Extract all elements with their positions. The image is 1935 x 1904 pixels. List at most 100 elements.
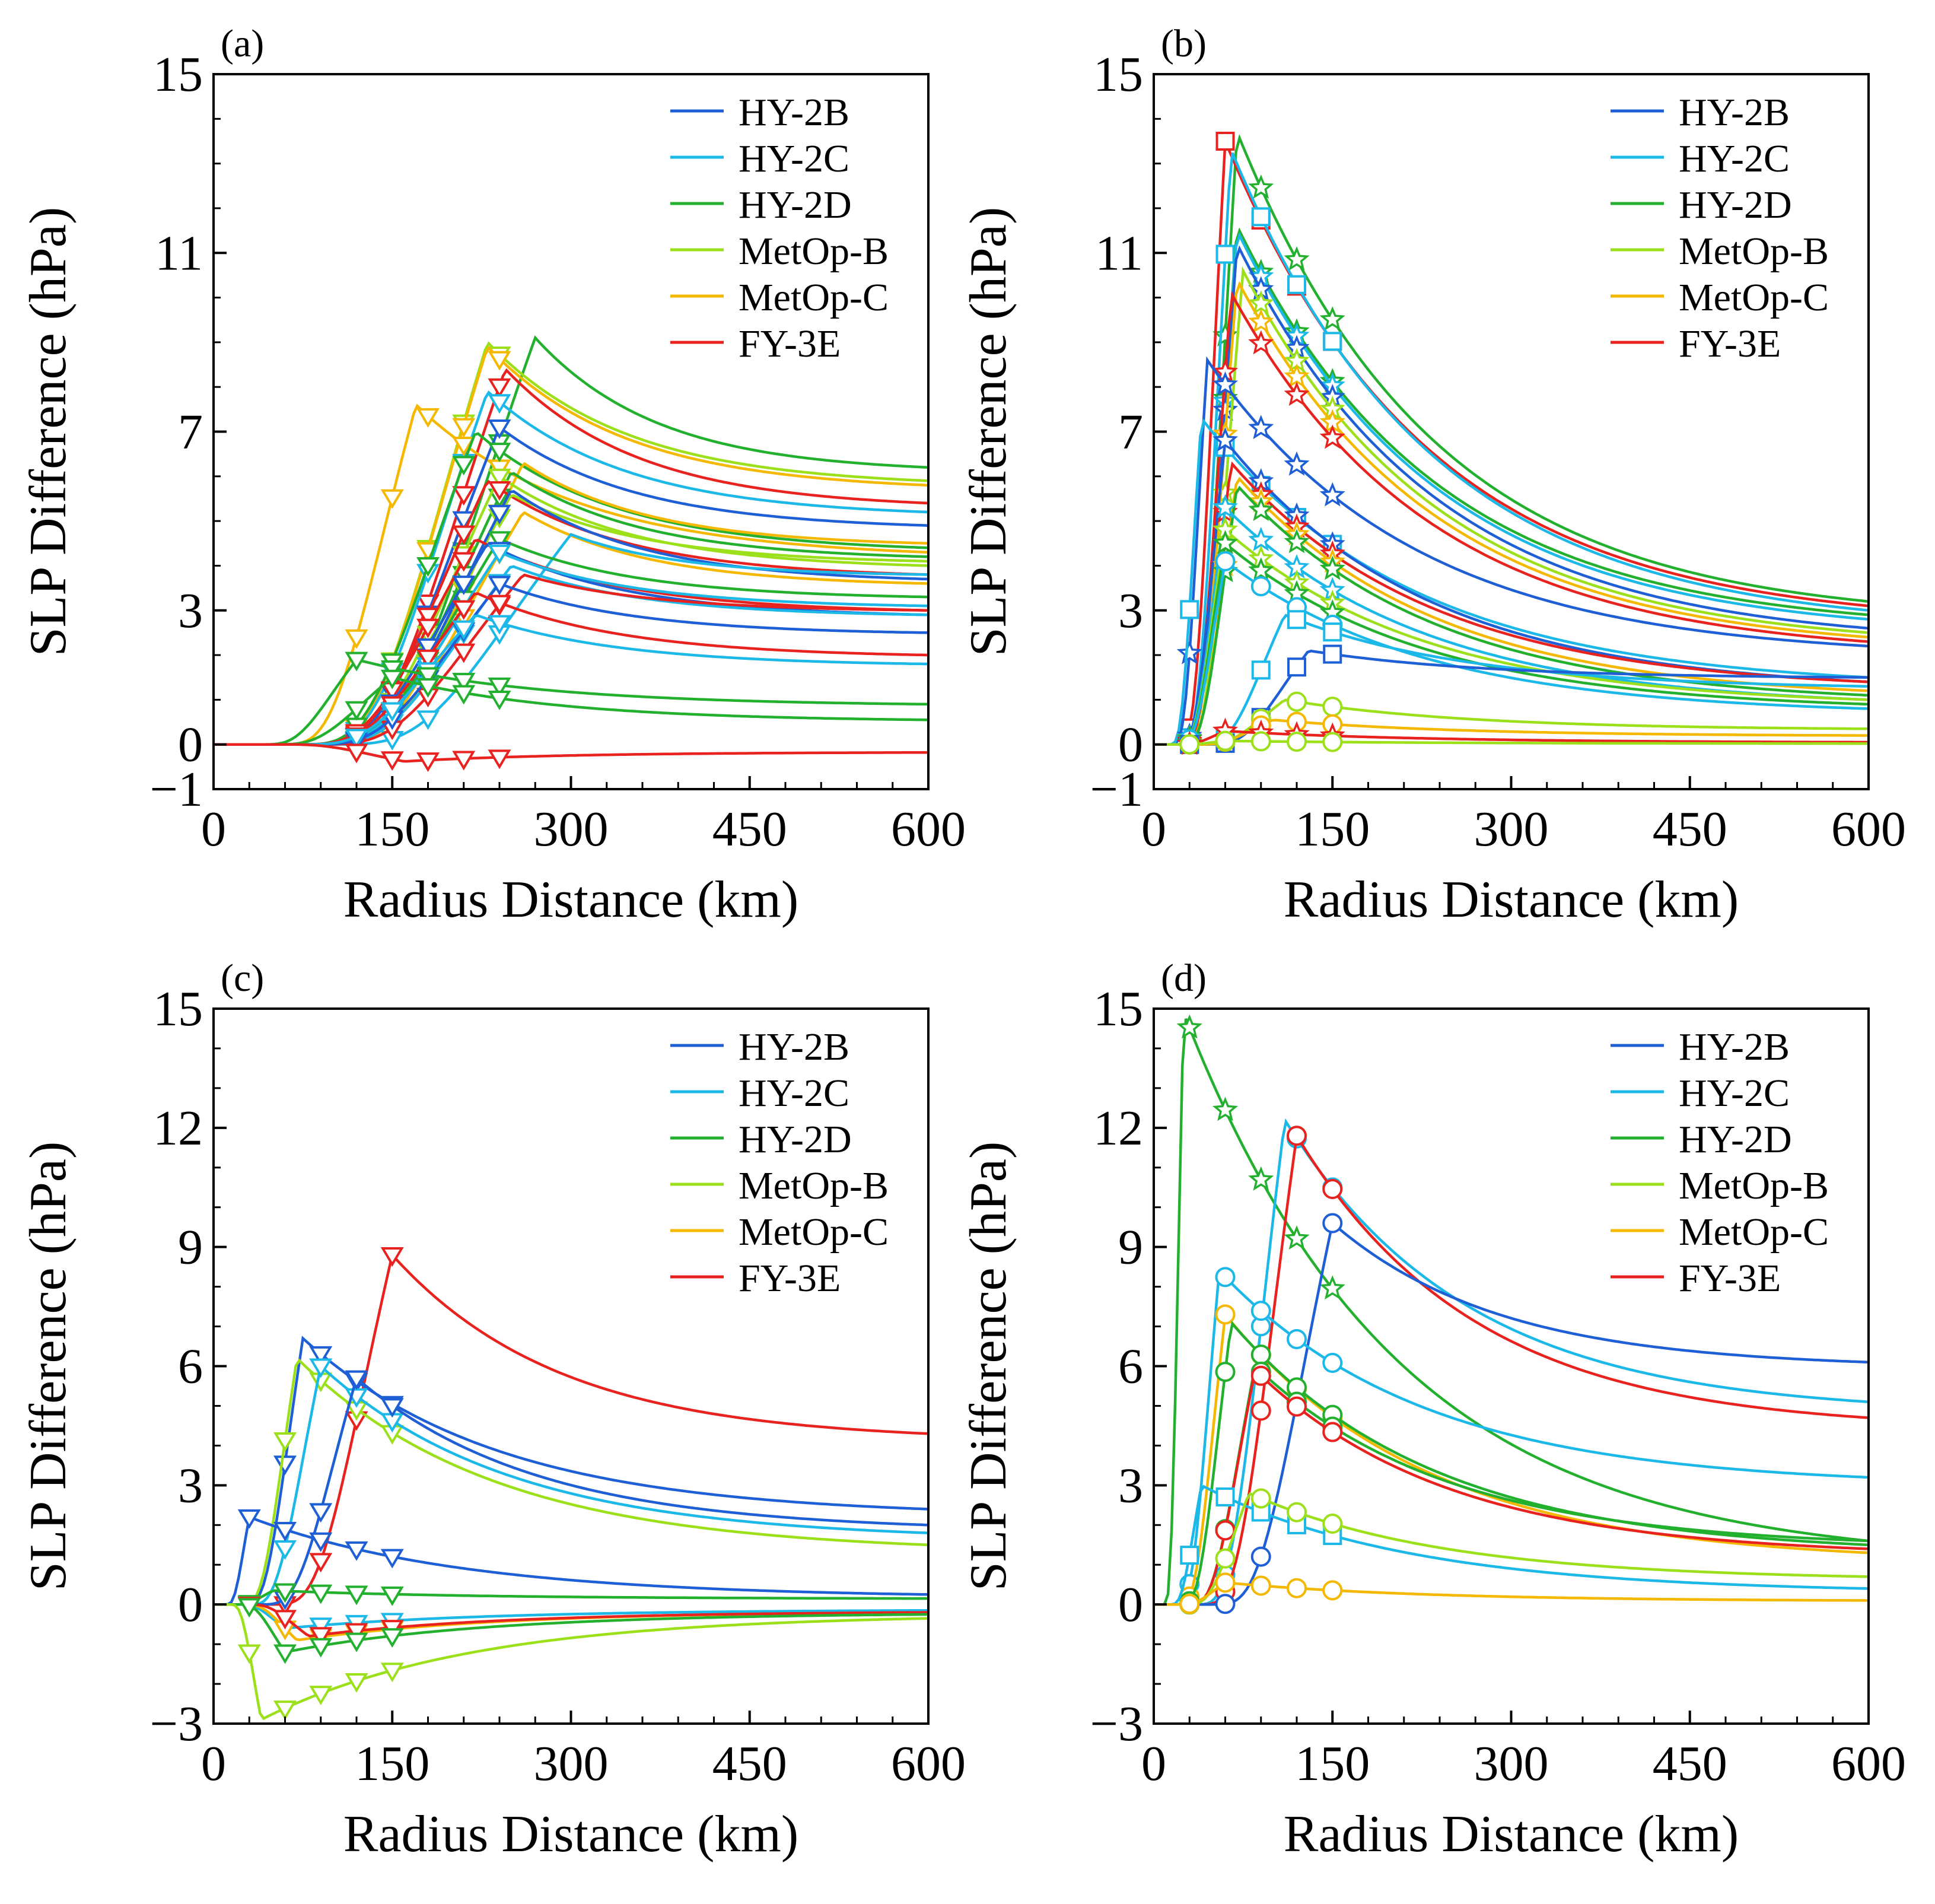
- data-point-metop-b: [1250, 1488, 1271, 1509]
- data-point-hy-2d: [452, 685, 476, 705]
- series-line-hy-2d: [1154, 1321, 1869, 1606]
- x-tick-label: 0: [1141, 802, 1166, 857]
- series-line-hy-2c: [1154, 418, 1869, 746]
- data-point-metop-b: [273, 1432, 297, 1452]
- legend-label-metop-c: MetOp-C: [739, 1210, 889, 1254]
- data-point-metop-c: [1179, 1594, 1200, 1614]
- y-tick-label: 15: [1093, 981, 1143, 1037]
- y-tick-label: 3: [178, 583, 203, 638]
- data-point-hy-2d: [1248, 174, 1274, 199]
- y-tick-label: −1: [150, 762, 203, 817]
- data-point-hy-2d: [1248, 497, 1274, 522]
- data-point-hy-2b: [1248, 415, 1274, 440]
- data-point-metop-b: [1250, 731, 1271, 752]
- legend-label-fy-3e: FY-3E: [1679, 1257, 1781, 1300]
- data-point-metop-b: [273, 1700, 297, 1721]
- legend-label-metop-b: MetOp-B: [1679, 1164, 1829, 1207]
- data-point-hy-2d: [1212, 1096, 1239, 1121]
- panel-label: (b): [1161, 22, 1207, 65]
- data-point-hy-2b: [345, 1541, 368, 1561]
- series-line-metop-b: [1154, 698, 1869, 746]
- x-axis-label: Radius Distance (km): [1284, 1806, 1739, 1863]
- series-line-metop-b: [1154, 739, 1869, 746]
- data-point-fy-3e: [1284, 382, 1310, 406]
- data-point-hy-2b: [1212, 371, 1239, 396]
- data-point-hy-2d: [309, 1584, 333, 1604]
- series-line-hy-2d: [1154, 485, 1869, 746]
- data-point-metop-b: [1322, 1514, 1343, 1534]
- series-line-hy-2b: [214, 1515, 928, 1606]
- legend-label-hy-2c: HY-2C: [1679, 137, 1790, 180]
- data-point-fy-3e: [416, 649, 440, 669]
- x-tick-label: 450: [1653, 802, 1727, 857]
- data-point-hy-2b: [309, 1503, 333, 1523]
- data-point-fy-3e: [488, 378, 511, 398]
- y-tick-label: 0: [178, 1577, 203, 1632]
- x-tick-label: 300: [534, 1736, 609, 1791]
- series-line-metop-b: [214, 1358, 928, 1606]
- data-point-fy-3e: [488, 749, 511, 770]
- data-point-fy-3e: [452, 600, 476, 620]
- data-point-metop-b: [1287, 1502, 1307, 1522]
- data-point-hy-2c: [309, 1358, 333, 1378]
- data-point-hy-2b: [1284, 451, 1310, 476]
- data-point-fy-3e: [452, 525, 476, 545]
- data-point-hy-2c: [1215, 244, 1235, 264]
- series-line-hy-2d: [214, 1589, 928, 1606]
- data-point-hy-2b: [1323, 644, 1342, 664]
- series-line-hy-2c: [1154, 558, 1869, 746]
- legend-label-fy-3e: FY-3E: [739, 1257, 841, 1300]
- data-point-hy-2d: [345, 1632, 368, 1652]
- series-line-hy-2d: [1154, 1018, 1869, 1606]
- legend-label-hy-2c: HY-2C: [739, 1072, 849, 1115]
- series-line-metop-c: [1154, 1581, 1869, 1606]
- y-tick-label: 0: [178, 717, 203, 773]
- data-point-hy-2c: [1322, 1352, 1343, 1373]
- data-point-hy-2b: [380, 1398, 404, 1418]
- data-point-fy-3e: [309, 1627, 333, 1647]
- legend-label-hy-2d: HY-2D: [1679, 183, 1792, 227]
- data-point-fy-3e: [309, 1553, 333, 1573]
- x-tick-label: 0: [201, 1736, 226, 1791]
- series-line-hy-2d: [214, 676, 928, 746]
- series-line-hy-2b: [1154, 649, 1869, 746]
- data-point-metop-b: [1287, 691, 1307, 712]
- data-point-fy-3e: [1248, 330, 1274, 355]
- series-line-hy-2c: [1154, 1270, 1869, 1606]
- y-tick-label: 15: [1093, 47, 1143, 102]
- data-point-hy-2b: [1287, 657, 1306, 677]
- legend-label-hy-2c: HY-2C: [739, 137, 849, 180]
- data-point-hy-2d: [1215, 1362, 1236, 1382]
- data-point-fy-3e: [452, 643, 476, 663]
- legend-label-metop-b: MetOp-B: [739, 1164, 889, 1207]
- legend-label-metop-c: MetOp-C: [739, 276, 889, 319]
- data-point-hy-2c: [309, 1617, 333, 1638]
- data-point-hy-2b: [1215, 1594, 1236, 1614]
- legend-label-metop-b: MetOp-B: [1679, 230, 1829, 273]
- data-point-metop-b: [345, 1673, 368, 1693]
- data-point-hy-2d: [1319, 306, 1345, 331]
- y-tick-label: 11: [1095, 225, 1143, 281]
- series-line-fy-3e: [214, 1252, 928, 1606]
- x-tick-label: 600: [1831, 802, 1906, 857]
- y-axis-label: SLP Difference (hPa): [20, 207, 77, 657]
- legend-label-hy-2c: HY-2C: [1679, 1072, 1790, 1115]
- series-line-fy-3e: [214, 592, 928, 746]
- series-line-hy-2b: [1154, 1220, 1869, 1606]
- data-point-hy-2b: [1176, 640, 1202, 665]
- data-point-metop-c: [452, 418, 476, 438]
- data-point-metop-b: [488, 468, 511, 488]
- series-line-hy-2c: [1154, 1118, 1869, 1606]
- x-tick-label: 150: [355, 1736, 429, 1791]
- x-axis-label: Radius Distance (km): [343, 1806, 798, 1863]
- data-point-hy-2b: [380, 1549, 404, 1569]
- data-point-fy-3e: [1215, 131, 1235, 151]
- series-line-metop-b: [1154, 1492, 1869, 1606]
- series-line-hy-2d: [1154, 227, 1869, 746]
- x-tick-label: 0: [1141, 1736, 1166, 1791]
- y-tick-label: 3: [178, 1458, 203, 1513]
- data-point-hy-2c: [1250, 1301, 1271, 1321]
- data-point-hy-2c: [1212, 494, 1239, 519]
- data-point-hy-2c: [488, 544, 511, 564]
